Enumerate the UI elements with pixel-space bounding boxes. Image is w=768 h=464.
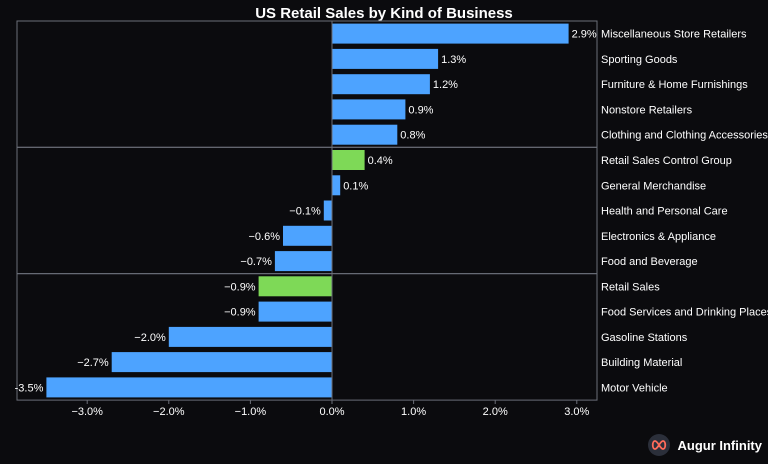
bar-2-2 (168, 326, 332, 347)
category-label: Sporting Goods (601, 54, 678, 66)
group-frame-2 (16, 273, 598, 401)
category-label: Clothing and Clothing Accessories (601, 130, 768, 142)
plot-frame (16, 20, 598, 401)
data-label: 1.3% (441, 54, 466, 66)
category-label: Furniture & Home Furnishings (601, 79, 748, 91)
x-axis: −3.0% −2.0% −1.0% 0.0% 1.0% 2.0% 3.0% (71, 400, 590, 418)
data-label: −0.6% (249, 231, 281, 243)
infinity-logo-icon (647, 434, 670, 456)
bar-1-2 (323, 200, 332, 221)
bar-0-4 (332, 124, 398, 145)
data-label: 2.9% (572, 29, 597, 41)
bar-2-3 (111, 352, 332, 373)
data-label: 0.4% (368, 155, 393, 167)
category-label: Electronics & Appliance (601, 231, 716, 243)
data-label: 0.1% (343, 180, 368, 192)
brand-name: Augur Infinity (677, 437, 763, 453)
x-tick-label: 0.0% (319, 406, 344, 418)
category-label: Miscellaneous Store Retailers (601, 29, 747, 41)
chart-title: US Retail Sales by Kind of Business (255, 5, 513, 22)
category-label: Food and Beverage (601, 256, 698, 268)
x-tick-label: 3.0% (564, 406, 589, 418)
category-labels: Miscellaneous Store Retailers Sporting Go… (601, 29, 768, 395)
bars-layer (46, 23, 569, 398)
x-tick-label: 1.0% (401, 406, 426, 418)
bar-0-1 (332, 48, 439, 69)
category-label: Retail Sales (601, 281, 660, 293)
data-label: 0.8% (400, 130, 425, 142)
x-tick-label: −2.0% (153, 406, 185, 418)
brand: Augur Infinity (647, 434, 763, 456)
bar-2-1 (258, 301, 332, 322)
data-labels: 2.9% 1.3% 1.2% 0.9% 0.8% 0.4% 0.1% −0.1% −0.6% −0… (15, 29, 597, 395)
category-label: General Merchandise (601, 180, 706, 192)
category-label: Retail Sales Control Group (601, 155, 732, 167)
bar-1-1 (332, 175, 341, 196)
bar-2-4 (46, 377, 333, 398)
category-label: Building Material (601, 357, 682, 369)
data-label: −2.7% (77, 357, 109, 369)
bar-1-0 (332, 150, 365, 170)
category-label: Health and Personal Care (601, 206, 728, 218)
x-tick-label: 2.0% (483, 406, 508, 418)
category-label: Food Services and Drinking Places (601, 307, 768, 319)
category-label: Nonstore Retailers (601, 104, 693, 116)
bar-0-3 (332, 99, 406, 120)
data-label: 1.2% (433, 79, 458, 91)
data-label: 0.9% (408, 104, 433, 116)
bar-0-2 (332, 74, 430, 95)
bar-0-0 (332, 23, 569, 44)
category-label: Gasoline Stations (601, 332, 688, 344)
data-label: −0.1% (289, 206, 321, 218)
x-tick-label: −1.0% (235, 406, 267, 418)
x-tick-label: −3.0% (71, 406, 103, 418)
data-label: -3.5% (15, 382, 44, 394)
bar-1-3 (283, 225, 332, 246)
data-label: −0.9% (224, 307, 256, 319)
category-label: Motor Vehicle (601, 382, 668, 394)
bar-1-4 (274, 251, 332, 272)
data-label: −0.9% (224, 281, 256, 293)
data-label: −2.0% (134, 332, 166, 344)
data-label: −0.7% (240, 256, 272, 268)
bar-2-0 (258, 276, 332, 297)
